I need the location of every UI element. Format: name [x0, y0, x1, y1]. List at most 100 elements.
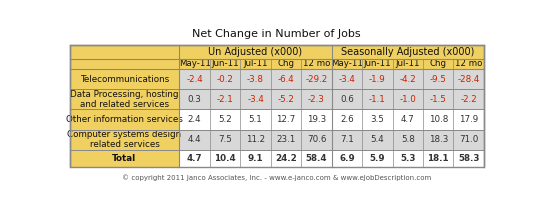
- Text: 4.7: 4.7: [187, 154, 202, 163]
- Text: -1.1: -1.1: [369, 95, 386, 104]
- Bar: [423, 130, 454, 150]
- Text: 71.0: 71.0: [459, 135, 478, 144]
- Text: 5.4: 5.4: [370, 135, 384, 144]
- Text: Un Adjusted (x000): Un Adjusted (x000): [208, 47, 302, 57]
- Text: -28.4: -28.4: [457, 75, 480, 84]
- Bar: [70, 69, 179, 89]
- Text: -1.0: -1.0: [400, 95, 416, 104]
- Text: 7.1: 7.1: [340, 135, 354, 144]
- Bar: [179, 89, 210, 109]
- Text: 58.3: 58.3: [458, 154, 480, 163]
- Bar: [70, 150, 179, 167]
- Text: -6.4: -6.4: [278, 75, 294, 84]
- Text: 2.6: 2.6: [340, 115, 354, 124]
- Text: 3.5: 3.5: [370, 115, 384, 124]
- Bar: [362, 69, 393, 89]
- Text: 4.4: 4.4: [188, 135, 201, 144]
- Text: Chg: Chg: [278, 60, 294, 68]
- Text: 18.3: 18.3: [429, 135, 448, 144]
- Text: Chg: Chg: [430, 60, 447, 68]
- Text: May-11: May-11: [331, 60, 363, 68]
- Text: -2.1: -2.1: [217, 95, 233, 104]
- Bar: [240, 150, 271, 167]
- Text: Net Change in Number of Jobs: Net Change in Number of Jobs: [192, 29, 361, 39]
- Bar: [362, 109, 393, 130]
- Text: -3.4: -3.4: [339, 75, 355, 84]
- Text: 0.6: 0.6: [340, 95, 354, 104]
- Bar: [454, 69, 484, 89]
- Text: Jul-11: Jul-11: [243, 60, 268, 68]
- Bar: [332, 109, 362, 130]
- Bar: [210, 130, 240, 150]
- Text: Seasonally Adjusted (x000): Seasonally Adjusted (x000): [341, 47, 475, 57]
- Text: -3.8: -3.8: [247, 75, 264, 84]
- Bar: [271, 130, 301, 150]
- Bar: [362, 150, 393, 167]
- Bar: [393, 69, 423, 89]
- Text: 5.3: 5.3: [400, 154, 415, 163]
- Text: -2.2: -2.2: [460, 95, 477, 104]
- Bar: [423, 150, 454, 167]
- Text: 19.3: 19.3: [307, 115, 326, 124]
- Text: 2.4: 2.4: [188, 115, 201, 124]
- Bar: [332, 150, 362, 167]
- Bar: [179, 109, 210, 130]
- Bar: [70, 44, 484, 167]
- Text: 70.6: 70.6: [307, 135, 326, 144]
- Bar: [271, 109, 301, 130]
- Bar: [210, 150, 240, 167]
- Text: 17.9: 17.9: [459, 115, 478, 124]
- Bar: [70, 89, 179, 109]
- Bar: [454, 109, 484, 130]
- Text: Telecommunications: Telecommunications: [80, 75, 169, 84]
- Text: 6.9: 6.9: [339, 154, 355, 163]
- Text: 12 mo: 12 mo: [303, 60, 330, 68]
- Text: -2.3: -2.3: [308, 95, 325, 104]
- Bar: [271, 69, 301, 89]
- Text: -1.9: -1.9: [369, 75, 386, 84]
- Bar: [179, 130, 210, 150]
- Text: 12 mo: 12 mo: [455, 60, 482, 68]
- Bar: [301, 130, 332, 150]
- Text: 5.8: 5.8: [401, 135, 415, 144]
- Text: -4.2: -4.2: [400, 75, 416, 84]
- Bar: [70, 130, 179, 150]
- Text: 5.2: 5.2: [218, 115, 232, 124]
- Text: -5.2: -5.2: [278, 95, 294, 104]
- Text: 5.1: 5.1: [248, 115, 262, 124]
- Text: 58.4: 58.4: [306, 154, 327, 163]
- Text: 12.7: 12.7: [276, 115, 295, 124]
- Text: -1.5: -1.5: [430, 95, 447, 104]
- Bar: [179, 69, 210, 89]
- Bar: [454, 89, 484, 109]
- Text: 5.9: 5.9: [369, 154, 385, 163]
- Bar: [271, 89, 301, 109]
- Text: Total: Total: [112, 154, 137, 163]
- Text: Jun-11: Jun-11: [211, 60, 239, 68]
- Text: -2.4: -2.4: [186, 75, 203, 84]
- Text: Jun-11: Jun-11: [363, 60, 391, 68]
- Bar: [240, 69, 271, 89]
- Bar: [240, 130, 271, 150]
- Bar: [301, 109, 332, 130]
- Text: 0.3: 0.3: [188, 95, 201, 104]
- Text: 10.4: 10.4: [214, 154, 236, 163]
- Text: 11.2: 11.2: [246, 135, 265, 144]
- Bar: [301, 89, 332, 109]
- Bar: [210, 109, 240, 130]
- Bar: [423, 89, 454, 109]
- Bar: [393, 130, 423, 150]
- Text: Jul-11: Jul-11: [395, 60, 420, 68]
- Bar: [271, 150, 301, 167]
- Bar: [210, 89, 240, 109]
- Bar: [332, 69, 362, 89]
- Bar: [301, 150, 332, 167]
- Text: 7.5: 7.5: [218, 135, 232, 144]
- Bar: [210, 69, 240, 89]
- Bar: [240, 89, 271, 109]
- Bar: [454, 150, 484, 167]
- Text: -29.2: -29.2: [305, 75, 328, 84]
- Bar: [423, 69, 454, 89]
- Text: 10.8: 10.8: [429, 115, 448, 124]
- Text: -0.2: -0.2: [217, 75, 233, 84]
